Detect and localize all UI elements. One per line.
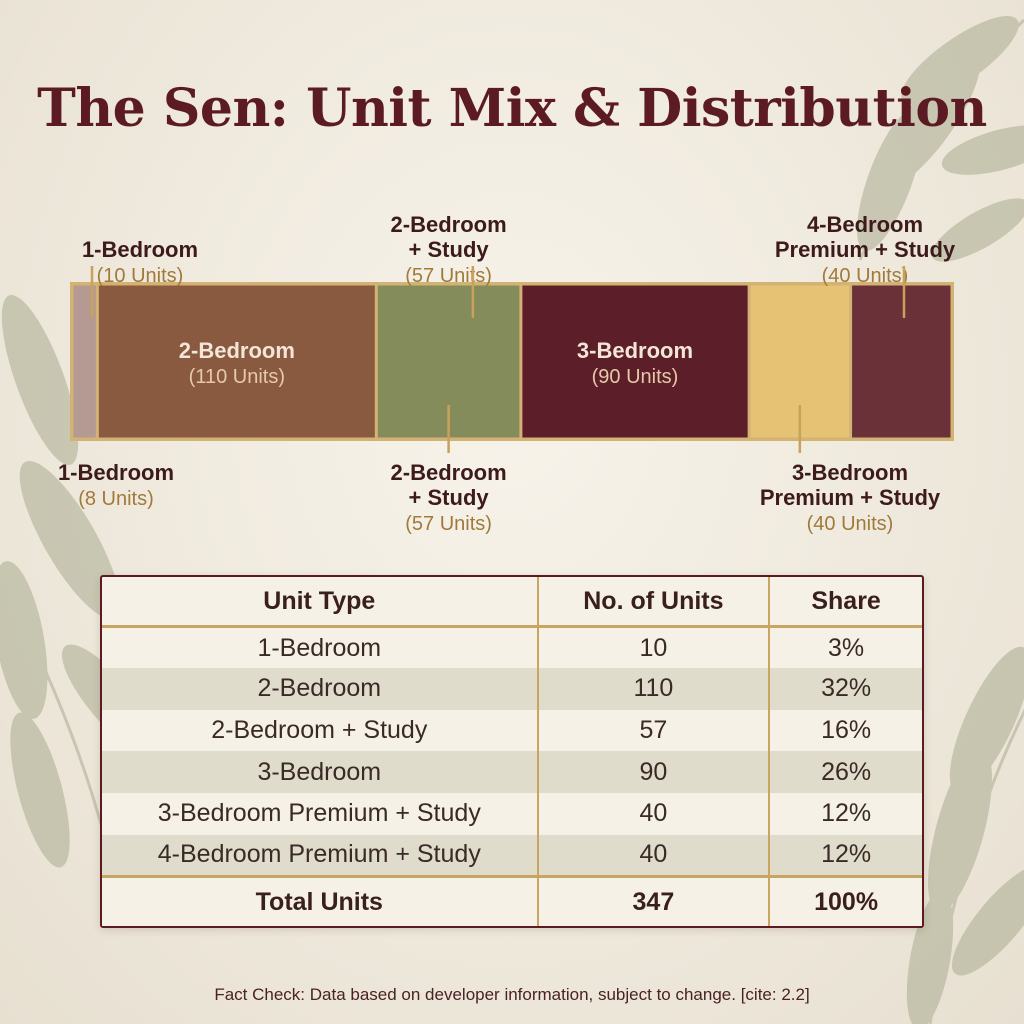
bar-segment <box>522 285 748 438</box>
cell-share: 12% <box>768 834 922 877</box>
segment-label-name: + Study <box>409 485 490 510</box>
segment-label-count: (8 Units) <box>78 488 154 510</box>
cell-units: 110 <box>536 668 770 710</box>
footnote: Fact Check: Data based on developer info… <box>214 985 810 1004</box>
cell-unit-type: 4-Bedroom Premium + Study <box>102 834 538 877</box>
cell-share: 32% <box>768 668 922 710</box>
segment-label-name: 1-Bedroom <box>58 460 174 485</box>
header-share: Share <box>768 577 922 628</box>
total-units: 347 <box>536 875 770 926</box>
cell-share: 12% <box>768 793 922 835</box>
total-label: Total Units <box>102 875 538 926</box>
cell-share: 26% <box>768 751 922 794</box>
cell-unit-type: 2-Bedroom + Study <box>102 709 538 752</box>
bar-segment <box>98 285 375 438</box>
segment-label-count: (57 Units) <box>405 265 492 287</box>
cell-unit-type: 2-Bedroom <box>102 668 538 710</box>
cell-units: 40 <box>536 834 770 877</box>
segment-label-name: 4-Bedroom <box>807 212 923 237</box>
segment-label-name: Premium + Study <box>760 485 941 510</box>
segment-label-name: 1-Bedroom <box>82 237 198 262</box>
table-row: 1-Bedroom 10 3% <box>102 626 922 669</box>
segment-label-name: 2-Bedroom <box>179 338 295 363</box>
segment-label-name: Premium + Study <box>775 237 956 262</box>
cell-unit-type: 3-Bedroom Premium + Study <box>102 793 538 835</box>
segment-label-name: 2-Bedroom <box>391 460 507 485</box>
bar-segment <box>852 285 951 438</box>
segment-label-name: + Study <box>409 237 490 262</box>
table-total-row: Total Units 347 100% <box>102 875 922 926</box>
segment-label-count: (57 Units) <box>405 513 492 535</box>
cell-share: 16% <box>768 709 922 752</box>
segment-label-count: (110 Units) <box>189 366 285 388</box>
cell-units: 10 <box>536 626 770 669</box>
header-no-of-units: No. of Units <box>536 577 770 628</box>
cell-units: 40 <box>536 793 770 835</box>
total-share: 100% <box>768 875 922 926</box>
cell-unit-type: 1-Bedroom <box>102 626 538 669</box>
page-title: The Sen: Unit Mix & Distribution <box>37 78 987 139</box>
segment-label-count: (10 Units) <box>97 265 184 287</box>
table-row: 2-Bedroom 110 32% <box>102 668 922 710</box>
unit-table: Unit Type No. of Units Share 1-Bedroom 1… <box>100 575 924 928</box>
table-header-row: Unit Type No. of Units Share <box>102 577 922 628</box>
cell-share: 3% <box>768 626 922 669</box>
cell-units: 57 <box>536 709 770 752</box>
bar-segment <box>73 285 96 438</box>
table-row: 3-Bedroom Premium + Study 40 12% <box>102 793 922 835</box>
header-unit-type: Unit Type <box>102 577 538 628</box>
segment-label-count: (40 Units) <box>822 265 909 287</box>
segment-label-count: (90 Units) <box>592 366 679 388</box>
cell-unit-type: 3-Bedroom <box>102 751 538 794</box>
table-row: 4-Bedroom Premium + Study 40 12% <box>102 834 922 877</box>
table-row: 2-Bedroom + Study 57 16% <box>102 709 922 752</box>
segment-label-name: 3-Bedroom <box>577 338 693 363</box>
unit-mix-chart: 1-Bedroom (10 Units) 1-Bedroom (8 Units) 2-B… <box>58 212 956 535</box>
segment-label-name: 2-Bedroom <box>391 212 507 237</box>
segment-label-name: 3-Bedroom <box>792 460 908 485</box>
table-row: 3-Bedroom 90 26% <box>102 751 922 794</box>
cell-units: 90 <box>536 751 770 794</box>
segment-label-count: (40 Units) <box>807 513 894 535</box>
